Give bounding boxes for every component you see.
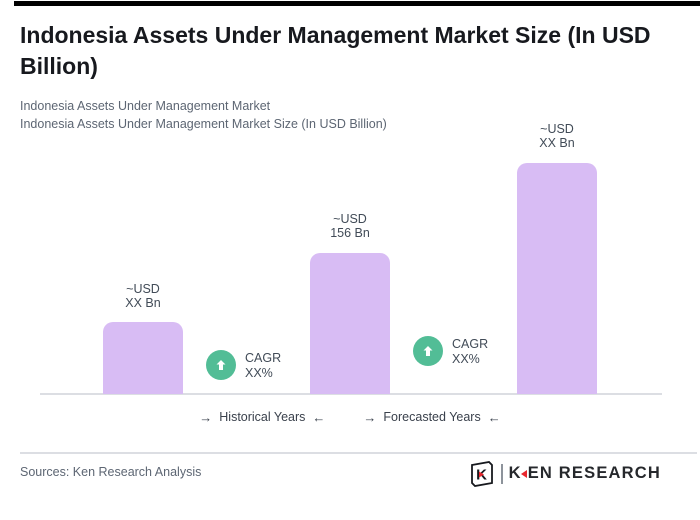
legend: → Historical Years ← → Forecasted Years … [0, 409, 700, 426]
arrow-right-icon: → [199, 410, 213, 425]
bar-value-line2: XX Bn [539, 135, 575, 150]
bar-mid [310, 253, 390, 394]
top-accent-bar [14, 1, 700, 6]
logo-wordmark-k: K [508, 464, 522, 482]
logo-wordmark: K EN RESEARCH [509, 464, 661, 483]
bar-value-label: ~USD XX Bn [517, 122, 597, 150]
subtitle: Indonesia Assets Under Management Market… [20, 97, 387, 133]
legend-forecasted-label: Forecasted Years [383, 410, 481, 424]
legend-historical-label: Historical Years [219, 410, 306, 424]
cagr-badge-circle [413, 336, 443, 366]
axis-baseline [40, 393, 662, 395]
cagr-badge-text: CAGR XX% [452, 337, 488, 366]
page-title: Indonesia Assets Under Management Market… [20, 22, 651, 79]
cagr-label: CAGR [245, 351, 282, 365]
arrow-left-icon: ← [487, 410, 501, 425]
bar-historical [103, 322, 183, 394]
ken-research-logo: K K EN RESEARCH [469, 459, 661, 488]
bar-value-line2: 156 Bn [330, 225, 370, 240]
bar-value-line1: ~USD [540, 122, 574, 136]
footer-divider [20, 452, 697, 454]
bar-forecast [517, 163, 597, 394]
logo-separator [500, 463, 503, 484]
bar-value-label: ~USD 156 Bn [310, 212, 390, 240]
cagr-value: XX% [452, 351, 480, 366]
bar-value-line1: ~USD [126, 282, 160, 296]
arrow-left-icon: ← [312, 410, 326, 425]
source-note: Sources: Ken Research Analysis [20, 465, 202, 479]
subtitle-line1: Indonesia Assets Under Management Market [20, 99, 271, 113]
arrow-right-icon: → [363, 410, 377, 425]
logo-wordmark-rest: EN RESEARCH [527, 464, 661, 482]
logo-red-arrow-icon [478, 471, 484, 477]
wordmark-red-arrow-icon [520, 470, 527, 478]
up-arrow-icon [216, 360, 226, 370]
cagr-value: XX% [245, 365, 273, 380]
bar-value-line1: ~USD [333, 212, 367, 226]
subtitle-line2: Indonesia Assets Under Management Market… [20, 117, 387, 131]
up-arrow-icon [423, 346, 433, 356]
bar-value-line2: XX Bn [125, 295, 161, 310]
cagr-badge-text: CAGR XX% [245, 351, 281, 380]
cagr-badge-circle [206, 350, 236, 380]
legend-forecasted: → Forecasted Years ← [363, 409, 500, 426]
legend-historical: → Historical Years ← [199, 409, 325, 426]
logo-k-badge-icon: K [470, 460, 493, 487]
cagr-label: CAGR [452, 337, 489, 351]
bar-value-label: ~USD XX Bn [103, 282, 183, 310]
